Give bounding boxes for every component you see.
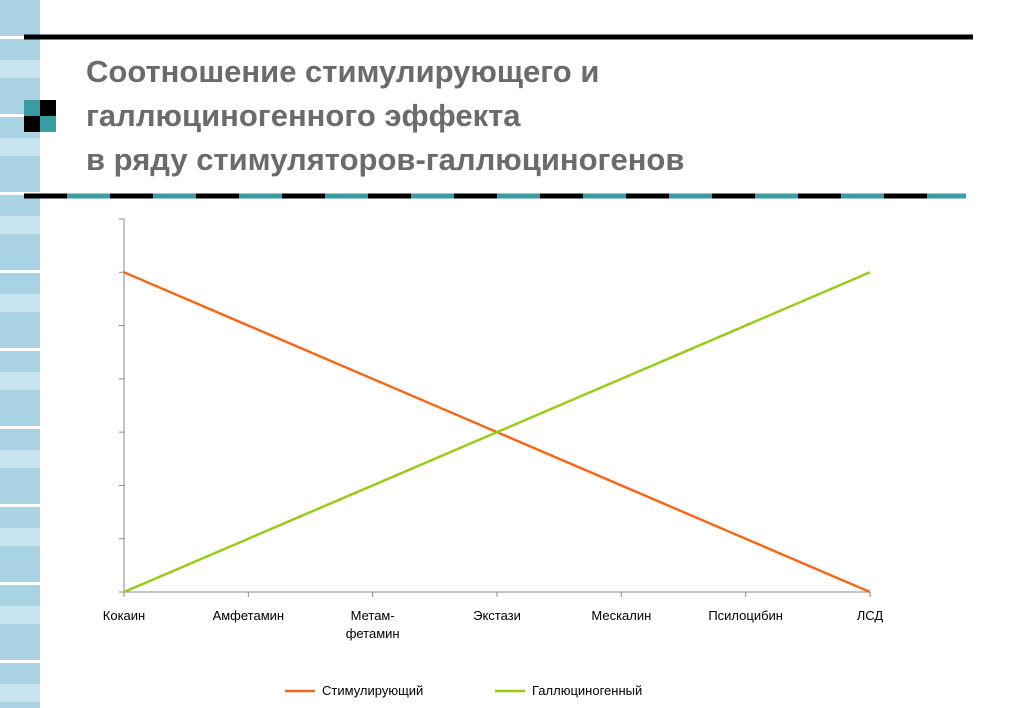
x-tick-label: ЛСД [856, 608, 884, 623]
x-tick-label: Псилоцибин [708, 608, 783, 623]
deco-square [24, 116, 40, 132]
slide-title: Соотношение стимулирующего и галлюциноге… [86, 54, 685, 177]
series-line [123, 271, 871, 594]
legend-label: Галлюциногенный [532, 683, 643, 698]
deco-square [24, 100, 40, 116]
x-tick-label: Метам- фетамин [345, 608, 400, 641]
x-tick-label: Экстази [473, 608, 521, 623]
x-tick-label: Кокаин [102, 608, 146, 623]
legend-label: Стимулирующий [322, 683, 424, 698]
x-tick-label: Амфетамин [212, 608, 285, 623]
deco-square [40, 116, 56, 132]
x-tick-label: Мескалин [591, 608, 652, 623]
deco-square [40, 100, 56, 116]
